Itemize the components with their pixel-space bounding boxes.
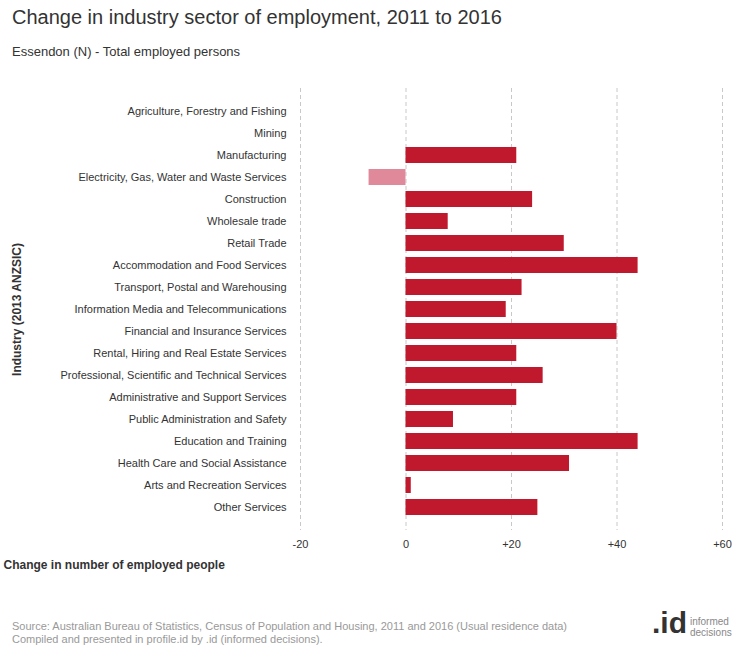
svg-text:Public Administration and Safe: Public Administration and Safety <box>129 413 287 425</box>
svg-text:Rental, Hiring and Real Estate: Rental, Hiring and Real Estate Services <box>93 347 287 359</box>
svg-text:Transport, Postal and Warehous: Transport, Postal and Warehousing <box>114 281 286 293</box>
svg-text:Other Services: Other Services <box>214 501 287 513</box>
svg-text:-20: -20 <box>293 538 309 550</box>
svg-text:Administrative and Support Ser: Administrative and Support Services <box>109 391 287 403</box>
html-text:Change in industry sector of e: Change in industry sector of employment,… <box>12 6 502 28</box>
svg-text:Arts and Recreation Services: Arts and Recreation Services <box>144 479 287 491</box>
svg-text:Mining: Mining <box>254 127 286 139</box>
svg-text:Financial and Insurance Servic: Financial and Insurance Services <box>124 325 287 337</box>
html-text:Compiled and presented in prof: Compiled and presented in profile.id by … <box>12 633 323 645</box>
svg-text:Industry (2013 ANZSIC): Industry (2013 ANZSIC) <box>10 243 24 376</box>
svg-text:Change in number of employed p: Change in number of employed people <box>4 558 226 572</box>
svg-text:Education and Training: Education and Training <box>174 435 287 447</box>
html-text:Essendon (N) - Total employed: Essendon (N) - Total employed persons <box>12 44 241 59</box>
svg-text:+60: +60 <box>713 538 732 550</box>
svg-text:Manufacturing: Manufacturing <box>217 149 287 161</box>
svg-text:Construction: Construction <box>225 193 287 205</box>
html-text:.id: .id <box>652 606 687 639</box>
svg-text:Agriculture, Forestry and Fish: Agriculture, Forestry and Fishing <box>128 105 287 117</box>
svg-text:Electricity, Gas, Water and Wa: Electricity, Gas, Water and Waste Servic… <box>78 171 287 183</box>
svg-text:+20: +20 <box>502 538 521 550</box>
svg-text:Professional, Scientific and T: Professional, Scientific and Technical S… <box>60 369 287 381</box>
svg-text:Wholesale trade: Wholesale trade <box>207 215 287 227</box>
svg-text:0: 0 <box>403 538 409 550</box>
svg-text:+40: +40 <box>608 538 627 550</box>
svg-text:Information Media and Telecomm: Information Media and Telecommunications <box>75 303 287 315</box>
svg-text:Retail Trade: Retail Trade <box>227 237 286 249</box>
html-text:Source: Australian Bureau of S: Source: Australian Bureau of Statistics,… <box>12 620 567 632</box>
svg-text:Accommodation and Food Service: Accommodation and Food Services <box>113 259 287 271</box>
svg-text:Health Care and Social Assista: Health Care and Social Assistance <box>118 457 287 469</box>
html-text:informed decisions: informed decisions <box>690 616 732 638</box>
